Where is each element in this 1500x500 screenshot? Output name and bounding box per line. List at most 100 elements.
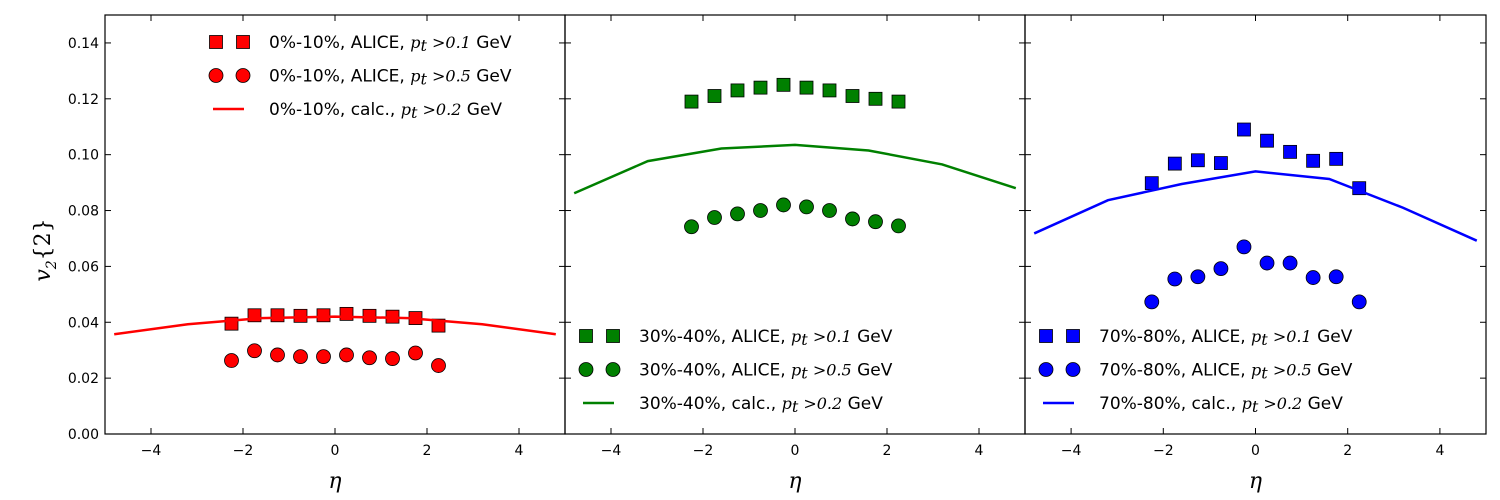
data-point-square	[845, 89, 860, 103]
data-point-square	[339, 306, 354, 321]
x-tick-label: 4	[515, 443, 524, 459]
data-point-square	[753, 80, 768, 95]
data-point-circle	[1213, 261, 1229, 277]
data-point-circle	[1282, 255, 1298, 271]
legend-square-swatch	[209, 35, 223, 49]
data-point-square	[1306, 153, 1321, 168]
data-point-circle	[730, 206, 745, 222]
y-axis-label: v2{2}	[31, 218, 60, 281]
legend-label: 30%-40%, ALICE, pt >0.1 GeV	[639, 327, 893, 349]
data-point-square	[868, 91, 883, 106]
series-square	[684, 77, 906, 109]
data-point-circle	[845, 211, 860, 227]
series-circle	[224, 343, 446, 373]
data-point-circle	[385, 351, 400, 366]
data-point-square	[684, 94, 699, 109]
data-point-square	[1167, 156, 1182, 171]
x-tick-label: 4	[1435, 443, 1444, 459]
series-line	[573, 143, 1017, 195]
panel-1: −4 −2 0 2 4 0.00 0.02 0.04 0.06 0.08 0.10 0.12 0.14 0…	[68, 14, 566, 459]
legend-label: 70%-80%, ALICE, pt >0.1 GeV	[1099, 327, 1353, 349]
data-point-square	[1283, 144, 1297, 159]
x-tick-label: −4	[1061, 443, 1082, 459]
data-point-square	[776, 77, 791, 92]
legend-entry: 30%-40%, ALICE, pt >0.1 GeV	[579, 327, 893, 349]
y-axis-label-text: v2{2}	[31, 218, 60, 281]
legend-square-swatch	[579, 329, 593, 343]
panels-layer: −4 −2 0 2 4 0.00 0.02 0.04 0.06 0.08 0.10 0.12 0.14 0…	[68, 14, 1487, 459]
x-tick-label: 0	[1251, 443, 1260, 459]
legend: 0%-10%, ALICE, pt >0.1 GeV 0%-10%, ALICE,…	[208, 33, 512, 122]
legend-circle-swatch	[1065, 362, 1081, 377]
series-line	[1033, 170, 1478, 242]
data-point-circle	[1305, 270, 1321, 285]
data-point-square	[799, 80, 814, 95]
legend-entry: 0%-10%, ALICE, pt >0.5 GeV	[208, 67, 512, 89]
legend-entry: 30%-40%, ALICE, pt >0.5 GeV	[578, 361, 893, 383]
data-point-circle	[408, 345, 423, 361]
y-tick-label: 0.08	[68, 204, 99, 220]
data-point-square	[730, 83, 745, 98]
legend-entry: 70%-80%, calc., pt >0.2 GeV	[1043, 394, 1343, 416]
legend-circle-swatch	[1038, 362, 1054, 377]
series-line	[1033, 170, 1478, 242]
data-point-circle	[1167, 271, 1183, 287]
y-tick-label: 0.12	[68, 92, 99, 108]
x-tick-label: 0	[331, 443, 340, 459]
legend-circle-swatch	[578, 362, 594, 377]
legend-square-swatch	[606, 329, 620, 343]
data-point-square	[1329, 151, 1344, 166]
data-point-square	[1144, 176, 1159, 191]
data-point-circle	[224, 353, 239, 368]
x-tick-label: −2	[693, 443, 714, 459]
y-tick-label: 0.04	[68, 315, 99, 331]
data-point-circle	[891, 218, 906, 234]
series-square	[224, 306, 446, 333]
legend: 30%-40%, ALICE, pt >0.1 GeV 30%-40%, ALIC…	[578, 327, 893, 416]
data-point-circle	[339, 347, 354, 363]
data-point-circle	[753, 203, 768, 218]
data-point-square	[707, 89, 722, 103]
legend: 70%-80%, ALICE, pt >0.1 GeV 70%-80%, ALIC…	[1038, 327, 1353, 416]
legend-label: 0%-10%, ALICE, pt >0.1 GeV	[269, 33, 512, 55]
legend-entry: 0%-10%, ALICE, pt >0.1 GeV	[209, 33, 512, 55]
data-point-square	[316, 308, 331, 323]
series-line	[573, 143, 1017, 195]
data-point-square	[431, 318, 446, 333]
data-point-square	[1237, 122, 1251, 137]
data-point-square	[891, 94, 906, 109]
data-point-circle	[1328, 269, 1344, 285]
data-point-square	[1190, 153, 1205, 168]
x-tick-label: 2	[1343, 443, 1352, 459]
x-tick-label: −2	[1153, 443, 1174, 459]
data-point-square	[270, 308, 285, 323]
x-tick-label: −4	[141, 443, 162, 459]
legend-entry: 30%-40%, calc., pt >0.2 GeV	[583, 394, 883, 416]
x-axis-label: η	[1249, 469, 1262, 494]
data-point-circle	[776, 197, 791, 213]
data-point-circle	[431, 358, 446, 373]
x-tick-label: 0	[791, 443, 800, 459]
legend-square-swatch	[236, 35, 250, 49]
data-point-circle	[1351, 294, 1367, 310]
x-tick-label: 2	[423, 443, 432, 459]
x-tick-label: 4	[975, 443, 984, 459]
series-line	[114, 315, 556, 336]
data-point-circle	[822, 203, 837, 218]
data-point-circle	[247, 343, 262, 359]
data-point-circle	[799, 199, 814, 215]
x-tick-label: 2	[883, 443, 892, 459]
x-tick-label: −4	[601, 443, 622, 459]
y-tick-label: 0.02	[68, 371, 99, 387]
legend-label: 70%-80%, calc., pt >0.2 GeV	[1099, 394, 1343, 416]
y-tick-label: 0.10	[68, 148, 99, 164]
data-point-square	[822, 83, 837, 98]
legend-circle-swatch	[208, 68, 224, 83]
data-point-circle	[707, 210, 722, 225]
legend-label: 30%-40%, ALICE, pt >0.5 GeV	[639, 361, 893, 383]
data-point-circle	[684, 219, 699, 235]
panel-3: −4 −2 0 2 470%-80%, ALICE, pt >0.1 GeV70%-80…	[1024, 14, 1487, 459]
legend-label: 0%-10%, calc., pt >0.2 GeV	[269, 100, 502, 122]
